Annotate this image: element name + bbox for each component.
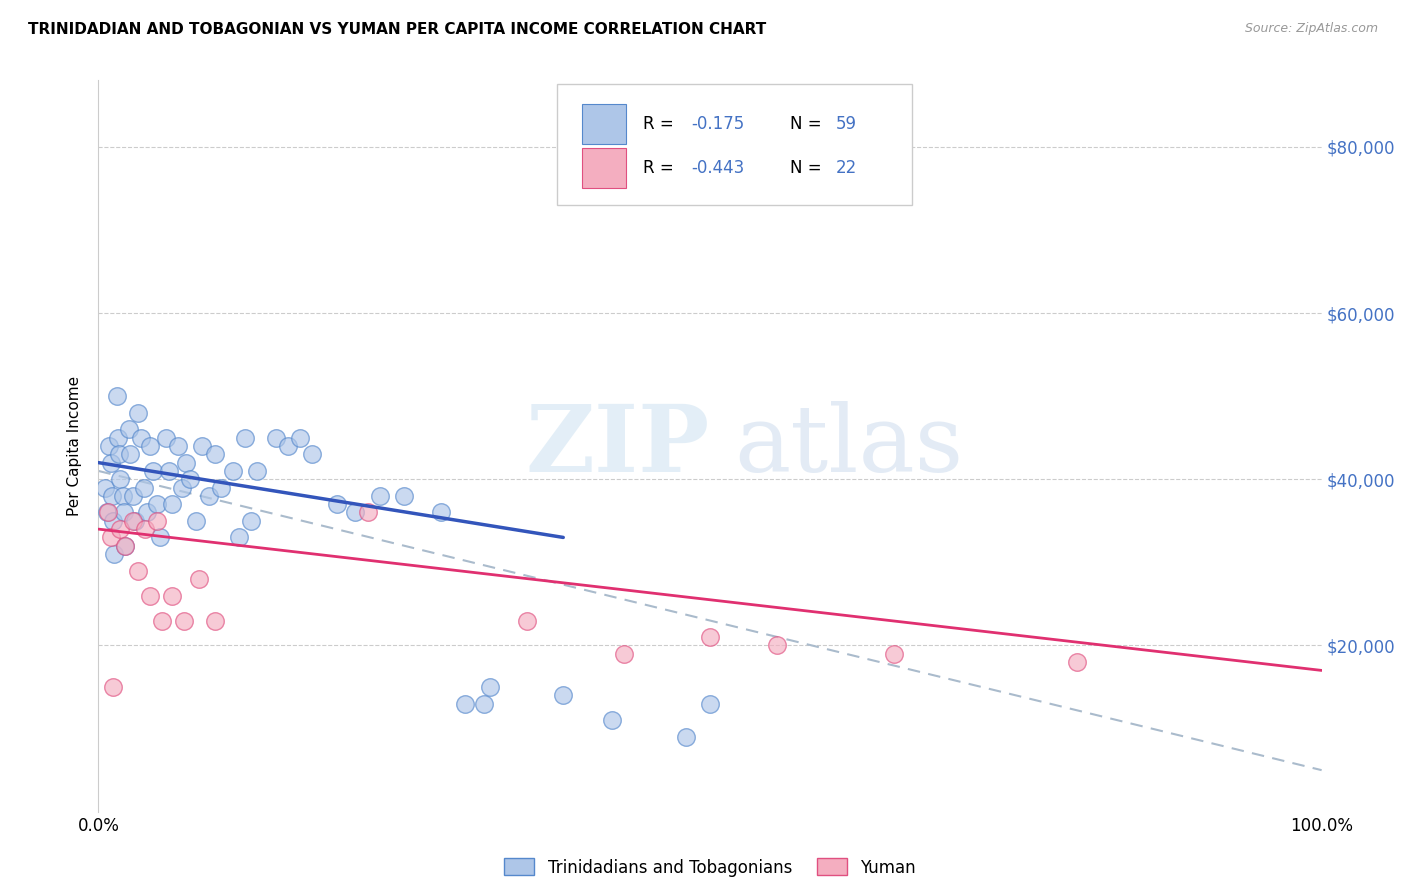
Point — [699, 630, 721, 644]
Point — [160, 589, 183, 603]
Point — [129, 431, 152, 445]
Point — [112, 506, 135, 520]
Point — [240, 514, 263, 528]
Point — [883, 647, 905, 661]
Point — [121, 489, 143, 503]
Point — [97, 506, 120, 520]
Point — [142, 464, 165, 478]
Point — [613, 647, 636, 661]
Point — [146, 514, 169, 528]
FancyBboxPatch shape — [557, 84, 912, 204]
Point — [136, 506, 159, 520]
Point — [264, 431, 287, 445]
Text: N =: N = — [790, 115, 827, 133]
Point — [139, 589, 162, 603]
Point — [100, 530, 122, 544]
Text: R =: R = — [643, 115, 679, 133]
Legend: Trinidadians and Tobagonians, Yuman: Trinidadians and Tobagonians, Yuman — [505, 858, 915, 877]
Point — [392, 489, 416, 503]
Text: 59: 59 — [837, 115, 858, 133]
Point — [204, 614, 226, 628]
Point — [134, 522, 156, 536]
Text: 22: 22 — [837, 159, 858, 177]
Point — [100, 456, 122, 470]
Point — [93, 481, 115, 495]
Point — [1066, 655, 1088, 669]
Point — [114, 539, 136, 553]
Text: R =: R = — [643, 159, 679, 177]
Point — [228, 530, 250, 544]
Point — [120, 447, 142, 461]
Point — [139, 439, 162, 453]
Point — [187, 572, 209, 586]
Point — [101, 514, 124, 528]
Point — [472, 697, 495, 711]
Point — [127, 564, 149, 578]
Point — [118, 422, 141, 436]
Point — [368, 489, 391, 503]
Point — [222, 464, 245, 478]
Point — [600, 714, 623, 728]
Point — [170, 481, 193, 495]
Point — [233, 431, 256, 445]
Point — [197, 489, 219, 503]
Point — [173, 614, 195, 628]
Point — [98, 439, 121, 453]
Point — [107, 431, 129, 445]
Point — [105, 389, 128, 403]
Point — [101, 680, 124, 694]
Point — [114, 539, 136, 553]
Point — [344, 506, 367, 520]
Point — [108, 447, 131, 461]
Point — [157, 464, 180, 478]
Point — [699, 697, 721, 711]
Point — [290, 431, 312, 445]
Point — [675, 730, 697, 744]
Point — [103, 547, 125, 561]
Point — [176, 456, 198, 470]
FancyBboxPatch shape — [582, 148, 626, 188]
Point — [277, 439, 299, 453]
Point — [132, 481, 155, 495]
Text: Source: ZipAtlas.com: Source: ZipAtlas.com — [1244, 22, 1378, 36]
Point — [186, 514, 208, 528]
Point — [150, 614, 173, 628]
Point — [430, 506, 453, 520]
Point — [326, 497, 349, 511]
Text: -0.443: -0.443 — [692, 159, 745, 177]
Point — [191, 439, 214, 453]
FancyBboxPatch shape — [582, 104, 626, 144]
Point — [246, 464, 269, 478]
Point — [111, 489, 134, 503]
Text: -0.175: -0.175 — [692, 115, 745, 133]
Point — [167, 439, 190, 453]
Y-axis label: Per Capita Income: Per Capita Income — [67, 376, 83, 516]
Text: ZIP: ZIP — [526, 401, 710, 491]
Text: atlas: atlas — [734, 401, 963, 491]
Point — [110, 522, 132, 536]
Point — [478, 680, 501, 694]
Point — [356, 506, 378, 520]
Text: N =: N = — [790, 159, 827, 177]
Point — [179, 472, 201, 486]
Point — [127, 406, 149, 420]
Point — [124, 514, 146, 528]
Point — [121, 514, 143, 528]
Point — [101, 489, 124, 503]
Point — [149, 530, 172, 544]
Point — [515, 614, 537, 628]
Point — [209, 481, 232, 495]
Text: TRINIDADIAN AND TOBAGONIAN VS YUMAN PER CAPITA INCOME CORRELATION CHART: TRINIDADIAN AND TOBAGONIAN VS YUMAN PER … — [28, 22, 766, 37]
Point — [301, 447, 323, 461]
Point — [204, 447, 226, 461]
Point — [155, 431, 177, 445]
Point — [160, 497, 183, 511]
Point — [110, 472, 132, 486]
Point — [553, 689, 575, 703]
Point — [454, 697, 477, 711]
Point — [96, 506, 118, 520]
Point — [146, 497, 169, 511]
Point — [766, 639, 789, 653]
